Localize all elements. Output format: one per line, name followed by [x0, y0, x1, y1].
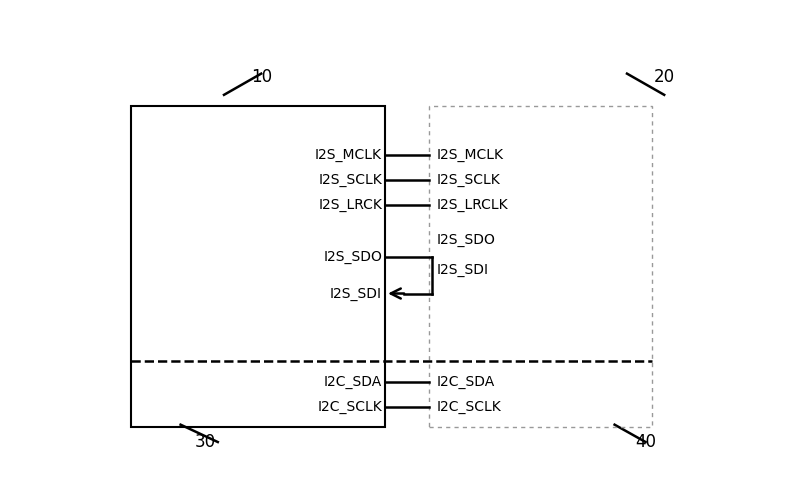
Text: I2C_SDA: I2C_SDA — [324, 375, 382, 389]
Text: I2C_SDA: I2C_SDA — [437, 375, 495, 389]
Text: I2S_SCLK: I2S_SCLK — [437, 173, 501, 187]
Text: I2S_SDO: I2S_SDO — [323, 250, 382, 264]
Text: I2S_LRCLK: I2S_LRCLK — [437, 198, 508, 212]
Text: I2S_SDI: I2S_SDI — [330, 287, 382, 301]
Text: 20: 20 — [654, 69, 674, 87]
Text: 30: 30 — [195, 433, 216, 451]
Text: I2C_SCLK: I2C_SCLK — [437, 400, 502, 414]
Text: 10: 10 — [250, 69, 272, 87]
Text: I2S_MCLK: I2S_MCLK — [315, 148, 382, 162]
Text: I2S_SCLK: I2S_SCLK — [318, 173, 382, 187]
Text: 40: 40 — [635, 433, 656, 451]
Bar — [131, 106, 386, 427]
Text: I2S_SDI: I2S_SDI — [437, 264, 489, 278]
Text: I2C_SCLK: I2C_SCLK — [318, 400, 382, 414]
Bar — [429, 106, 652, 427]
Text: I2S_MCLK: I2S_MCLK — [437, 148, 504, 162]
Text: I2S_LRCK: I2S_LRCK — [318, 198, 382, 212]
Text: I2S_SDO: I2S_SDO — [437, 232, 495, 246]
